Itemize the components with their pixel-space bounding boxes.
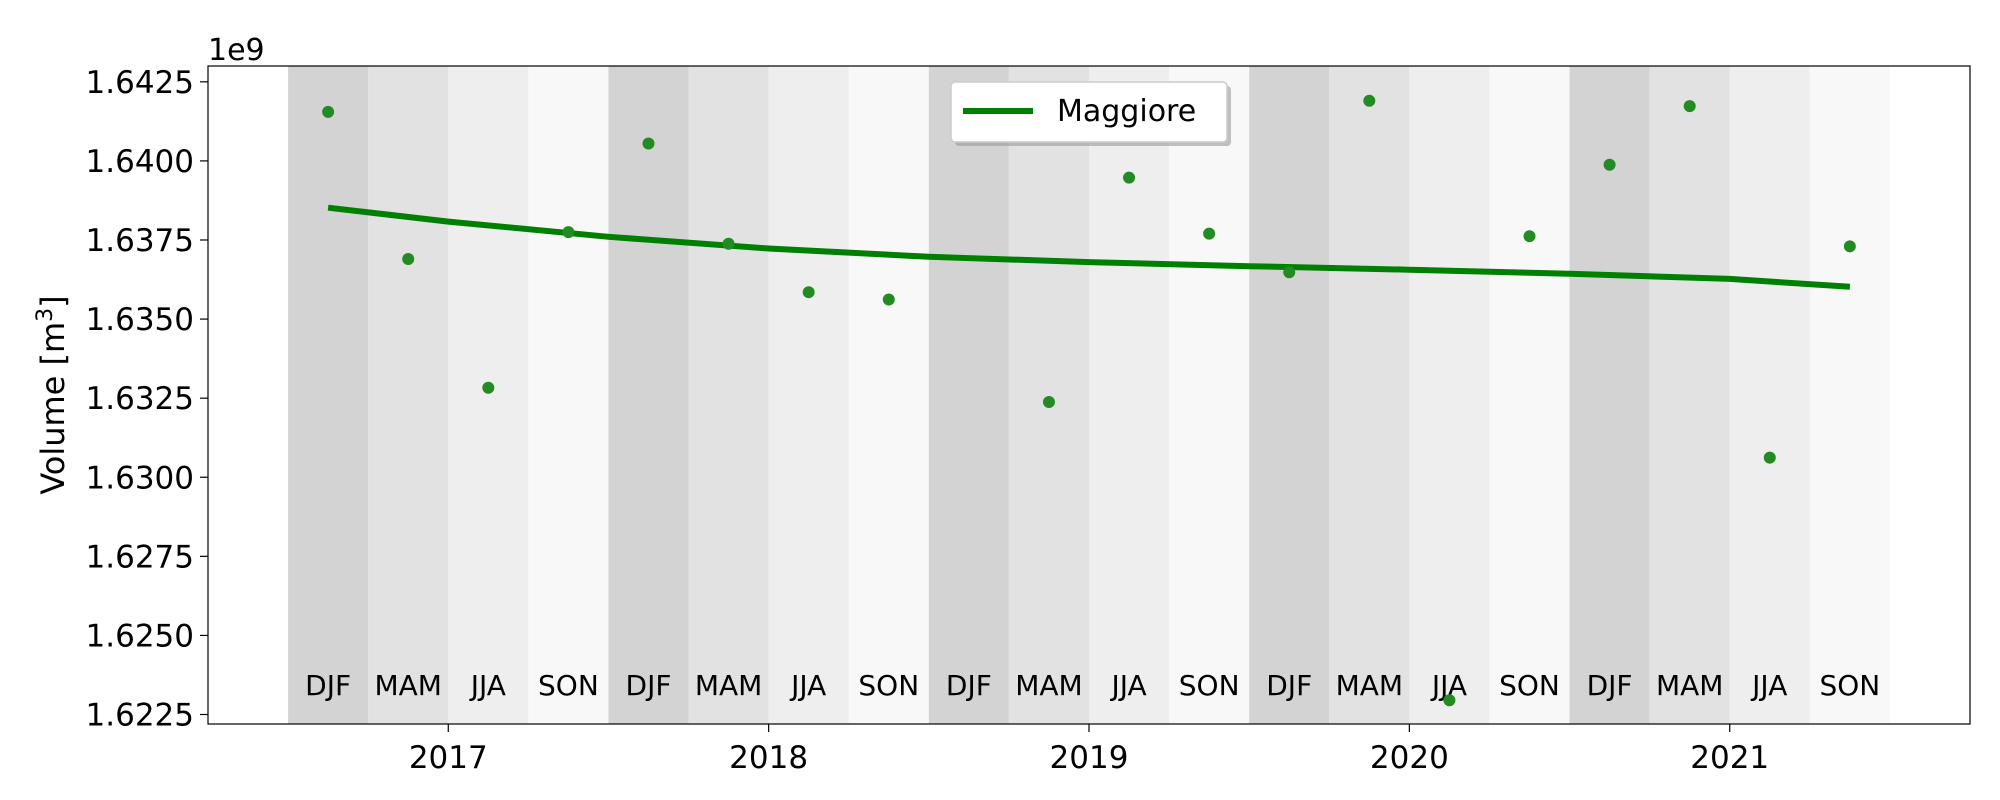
x-tick-label: 2020: [1370, 740, 1449, 776]
data-point: [882, 293, 895, 306]
y-tick-label: 1.6350: [86, 302, 194, 338]
data-point: [1763, 451, 1776, 464]
x-tick-label: 2018: [729, 740, 808, 776]
season-band: [848, 66, 929, 724]
data-point: [1203, 227, 1216, 240]
season-label: JJA: [789, 669, 826, 702]
points-layer: [322, 94, 1856, 750]
x-tick-label: 2019: [1050, 740, 1129, 776]
data-point: [722, 237, 735, 250]
season-label: MAM: [1336, 669, 1403, 702]
data-point: [1363, 94, 1376, 107]
data-point: [802, 286, 815, 299]
season-label: MAM: [1015, 669, 1082, 702]
season-band: [768, 66, 849, 724]
y-axis-label-sup: 3: [33, 308, 58, 322]
y-tick-label: 1.6250: [86, 618, 194, 654]
data-point: [1042, 395, 1055, 408]
season-label: MAM: [374, 669, 441, 702]
season-label: JJA: [469, 669, 506, 702]
y-tick-label: 1.6375: [86, 223, 194, 259]
data-point: [402, 252, 415, 265]
season-label: JJA: [1109, 669, 1146, 702]
season-band: [1649, 66, 1730, 724]
season-label: SON: [538, 669, 599, 702]
season-band: [1329, 66, 1410, 724]
season-label: SON: [1179, 669, 1240, 702]
season-band: [1569, 66, 1650, 724]
season-label: DJF: [1587, 669, 1633, 702]
season-band: [1729, 66, 1810, 724]
legend-label: Maggiore: [1057, 94, 1196, 129]
x-tick-label: 2021: [1690, 740, 1769, 776]
season-band: [928, 66, 1009, 724]
season-band: [1249, 66, 1330, 724]
season-label: DJF: [305, 669, 351, 702]
trend-line: [327, 204, 1851, 290]
season-band: [688, 66, 769, 724]
season-band: [1008, 66, 1089, 724]
season-band: [1489, 66, 1570, 724]
season-label: SON: [858, 669, 919, 702]
season-label: SON: [1819, 669, 1880, 702]
data-point: [1123, 171, 1136, 184]
data-point: [1283, 266, 1296, 279]
season-label: MAM: [1656, 669, 1723, 702]
season-band: [368, 66, 449, 724]
data-point: [1443, 694, 1456, 707]
offset-text: 1e9: [208, 33, 265, 68]
season-bands: DJF MAM JJA SON DJF MAM JJA SON DJF MAM JJA SON DJF M…: [288, 66, 1890, 724]
legend-box: [950, 81, 1228, 143]
season-band: [288, 66, 369, 724]
season-band: [1809, 66, 1890, 724]
y-axis-label-text: Volume [m: [34, 322, 72, 495]
x-axis: 2017 2018 2019 2020 2021: [409, 724, 1769, 776]
season-band: [528, 66, 609, 724]
data-point: [1523, 230, 1536, 243]
season-band: [608, 66, 689, 724]
trend-layer: [327, 204, 1851, 290]
y-tick-label: 1.6425: [86, 65, 194, 101]
season-band: [1409, 66, 1490, 724]
y-tick-label: 1.6225: [86, 698, 194, 734]
y-axis-label: Volume [m3]: [33, 295, 72, 494]
x-tick-label: 2017: [409, 740, 488, 776]
data-point: [322, 105, 335, 118]
data-point: [562, 226, 575, 239]
season-label: DJF: [626, 669, 672, 702]
data-point: [1843, 240, 1856, 253]
legend: Maggiore: [950, 81, 1231, 146]
season-label: MAM: [695, 669, 762, 702]
y-axis: 1.6225 1.6250 1.6275 1.6300 1.6325 1.6350 1.63…: [86, 65, 208, 734]
season-band: [1089, 66, 1170, 724]
y-tick-label: 1.6325: [86, 381, 194, 417]
data-point: [482, 381, 495, 394]
data-point: [963, 738, 975, 750]
y-tick-label: 1.6300: [86, 460, 194, 496]
data-point: [1683, 100, 1696, 113]
season-label: DJF: [946, 669, 992, 702]
season-label: DJF: [1266, 669, 1312, 702]
y-tick-label: 1.6400: [86, 144, 194, 180]
season-label: SON: [1499, 669, 1560, 702]
y-axis-label-close: ]: [34, 295, 72, 307]
data-point: [642, 137, 655, 150]
season-band: [1169, 66, 1250, 724]
data-point: [1603, 158, 1616, 171]
y-tick-label: 1.6275: [86, 539, 194, 575]
season-band: [448, 66, 529, 724]
season-label: JJA: [1750, 669, 1787, 702]
